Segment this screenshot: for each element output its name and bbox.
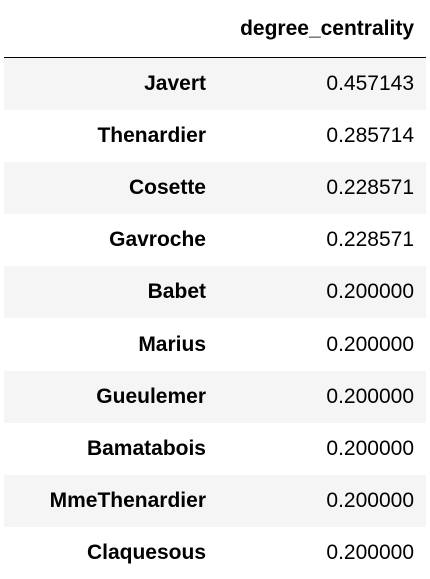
degree-centrality-value: 0.457143 (218, 58, 426, 110)
degree-centrality-value: 0.285714 (218, 110, 426, 162)
dataframe-table: degree_centrality Javert 0.457143 Thenar… (4, 0, 426, 579)
table-row: Gavroche 0.228571 (4, 214, 426, 266)
degree-centrality-value: 0.200000 (218, 423, 426, 475)
table-row: Thenardier 0.285714 (4, 110, 426, 162)
header-row: degree_centrality (4, 0, 426, 58)
degree-centrality-value: 0.200000 (218, 527, 426, 579)
row-index-label: Marius (4, 318, 218, 370)
table-row: Cosette 0.228571 (4, 162, 426, 214)
index-header-cell (4, 0, 218, 58)
degree-centrality-value: 0.228571 (218, 162, 426, 214)
table-row: Bamatabois 0.200000 (4, 423, 426, 475)
table-row: Javert 0.457143 (4, 58, 426, 110)
table-row: Claquesous 0.200000 (4, 527, 426, 579)
table-row: MmeThenardier 0.200000 (4, 475, 426, 527)
row-index-label: Thenardier (4, 110, 218, 162)
row-index-label: MmeThenardier (4, 475, 218, 527)
degree-centrality-value: 0.228571 (218, 214, 426, 266)
degree-centrality-value: 0.200000 (218, 318, 426, 370)
degree-centrality-value: 0.200000 (218, 475, 426, 527)
row-index-label: Gueulemer (4, 371, 218, 423)
row-index-label: Babet (4, 266, 218, 318)
degree-centrality-value: 0.200000 (218, 371, 426, 423)
table-row: Marius 0.200000 (4, 318, 426, 370)
column-header-degree-centrality: degree_centrality (218, 0, 426, 58)
table-row: Gueulemer 0.200000 (4, 371, 426, 423)
row-index-label: Gavroche (4, 214, 218, 266)
row-index-label: Claquesous (4, 527, 218, 579)
table-body: Javert 0.457143 Thenardier 0.285714 Cose… (4, 58, 426, 579)
degree-centrality-value: 0.200000 (218, 266, 426, 318)
table-row: Babet 0.200000 (4, 266, 426, 318)
row-index-label: Javert (4, 58, 218, 110)
table-header: degree_centrality (4, 0, 426, 58)
row-index-label: Bamatabois (4, 423, 218, 475)
row-index-label: Cosette (4, 162, 218, 214)
